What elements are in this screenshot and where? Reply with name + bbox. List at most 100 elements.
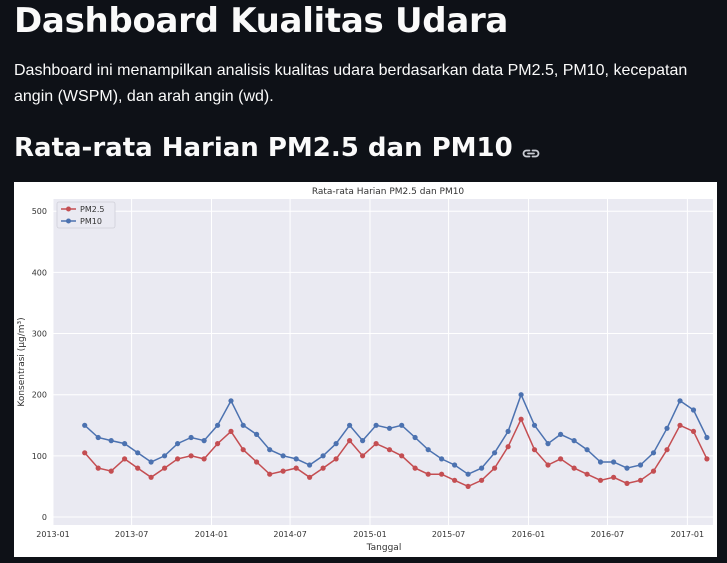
data-point-pm10 [677, 398, 683, 404]
daily-average-chart: Rata-rata Harian PM2.5 dan PM10 0 100 200 3… [14, 182, 717, 557]
data-point-pm25 [347, 438, 353, 444]
x-tick-label: 2016-01 [512, 530, 545, 539]
data-point-pm25 [558, 456, 564, 462]
data-point-pm10 [479, 465, 485, 471]
legend-marker-pm25 [66, 206, 71, 212]
data-point-pm25 [452, 477, 458, 483]
data-point-pm25 [188, 453, 194, 459]
data-point-pm25 [360, 453, 366, 459]
data-point-pm25 [333, 456, 339, 462]
y-axis-label: Konsentrasi (µg/m³) [17, 317, 27, 406]
data-point-pm10 [215, 422, 221, 428]
data-point-pm25 [664, 447, 670, 453]
data-point-pm25 [597, 477, 604, 483]
data-point-pm10 [373, 422, 379, 428]
x-tick-label: 2014-01 [195, 530, 228, 539]
data-point-pm25 [545, 462, 551, 468]
data-point-pm10 [267, 447, 273, 453]
section-title: Rata-rata Harian PM2.5 dan PM10 [14, 133, 513, 163]
data-point-pm10 [518, 392, 524, 398]
data-point-pm25 [148, 474, 154, 480]
data-point-pm10 [386, 425, 393, 431]
data-point-pm25 [95, 465, 101, 471]
data-point-pm25 [293, 465, 299, 471]
data-point-pm25 [650, 468, 657, 474]
data-point-pm25 [201, 456, 207, 462]
data-point-pm25 [637, 477, 644, 483]
data-point-pm25 [439, 471, 445, 477]
data-point-pm10 [584, 447, 590, 453]
data-point-pm10 [624, 465, 630, 471]
data-point-pm10 [452, 462, 458, 468]
data-point-pm10 [82, 422, 88, 428]
data-point-pm25 [175, 456, 181, 462]
data-point-pm25 [690, 428, 697, 434]
data-point-pm25 [135, 465, 141, 471]
data-point-pm25 [624, 480, 630, 486]
data-point-pm25 [425, 471, 431, 477]
x-axis-label: Tanggal [366, 543, 402, 553]
data-point-pm10 [611, 459, 617, 465]
chart-title: Rata-rata Harian PM2.5 dan PM10 [312, 187, 465, 197]
y-tick-label: 200 [32, 391, 47, 400]
data-point-pm25 [677, 422, 683, 428]
data-point-pm25 [122, 456, 128, 462]
x-tick-label: 2014-07 [273, 530, 306, 539]
data-point-pm10 [465, 471, 471, 477]
chart-svg: Rata-rata Harian PM2.5 dan PM10 0 100 200 3… [14, 182, 717, 557]
x-tick-label: 2015-01 [353, 530, 386, 539]
legend: PM2.5 PM10 [56, 201, 116, 229]
data-point-pm10 [399, 422, 405, 428]
data-point-pm10 [558, 431, 564, 437]
data-point-pm10 [597, 459, 604, 465]
data-point-pm25 [412, 465, 418, 471]
data-point-pm25 [162, 465, 168, 471]
data-point-pm25 [82, 450, 88, 456]
data-point-pm25 [518, 416, 524, 422]
y-tick-label: 500 [32, 207, 47, 216]
data-point-pm10 [439, 456, 445, 462]
y-tick-label: 100 [32, 452, 47, 461]
data-point-pm10 [333, 441, 339, 447]
data-point-pm10 [492, 450, 498, 456]
link-icon[interactable] [521, 138, 541, 158]
data-point-pm25 [254, 459, 260, 465]
data-point-pm25 [611, 474, 617, 480]
data-point-pm10 [637, 462, 644, 468]
data-point-pm10 [108, 438, 114, 444]
data-point-pm10 [307, 462, 313, 468]
data-point-pm25 [320, 465, 326, 471]
data-point-pm10 [320, 453, 326, 459]
data-point-pm25 [240, 447, 246, 453]
legend-label-pm10: PM10 [80, 217, 102, 226]
data-point-pm10 [531, 422, 538, 428]
data-point-pm10 [293, 456, 299, 462]
data-point-pm25 [215, 441, 221, 447]
data-point-pm10 [175, 441, 181, 447]
data-point-pm25 [571, 465, 577, 471]
data-point-pm25 [386, 447, 393, 453]
data-point-pm10 [148, 459, 154, 465]
x-tick-label: 2013-07 [115, 530, 148, 539]
data-point-pm10 [545, 441, 551, 447]
data-point-pm10 [254, 431, 260, 437]
data-point-pm10 [664, 425, 670, 431]
x-tick-label: 2015-07 [432, 530, 465, 539]
data-point-pm10 [122, 441, 128, 447]
data-point-pm10 [360, 438, 366, 444]
y-tick-label: 0 [42, 513, 47, 522]
data-point-pm10 [571, 438, 577, 444]
data-point-pm10 [201, 438, 207, 444]
section-heading: Rata-rata Harian PM2.5 dan PM10 [14, 130, 541, 166]
x-tick-label: 2016-07 [591, 530, 624, 539]
data-point-pm25 [492, 465, 498, 471]
data-point-pm10 [135, 450, 141, 456]
data-point-pm10 [95, 434, 101, 441]
data-point-pm10 [505, 428, 511, 434]
data-point-pm25 [531, 447, 538, 453]
data-point-pm10 [412, 434, 418, 441]
legend-marker-pm10 [66, 218, 71, 224]
data-point-pm10 [704, 434, 710, 441]
data-point-pm10 [240, 422, 246, 428]
data-point-pm25 [399, 453, 405, 459]
